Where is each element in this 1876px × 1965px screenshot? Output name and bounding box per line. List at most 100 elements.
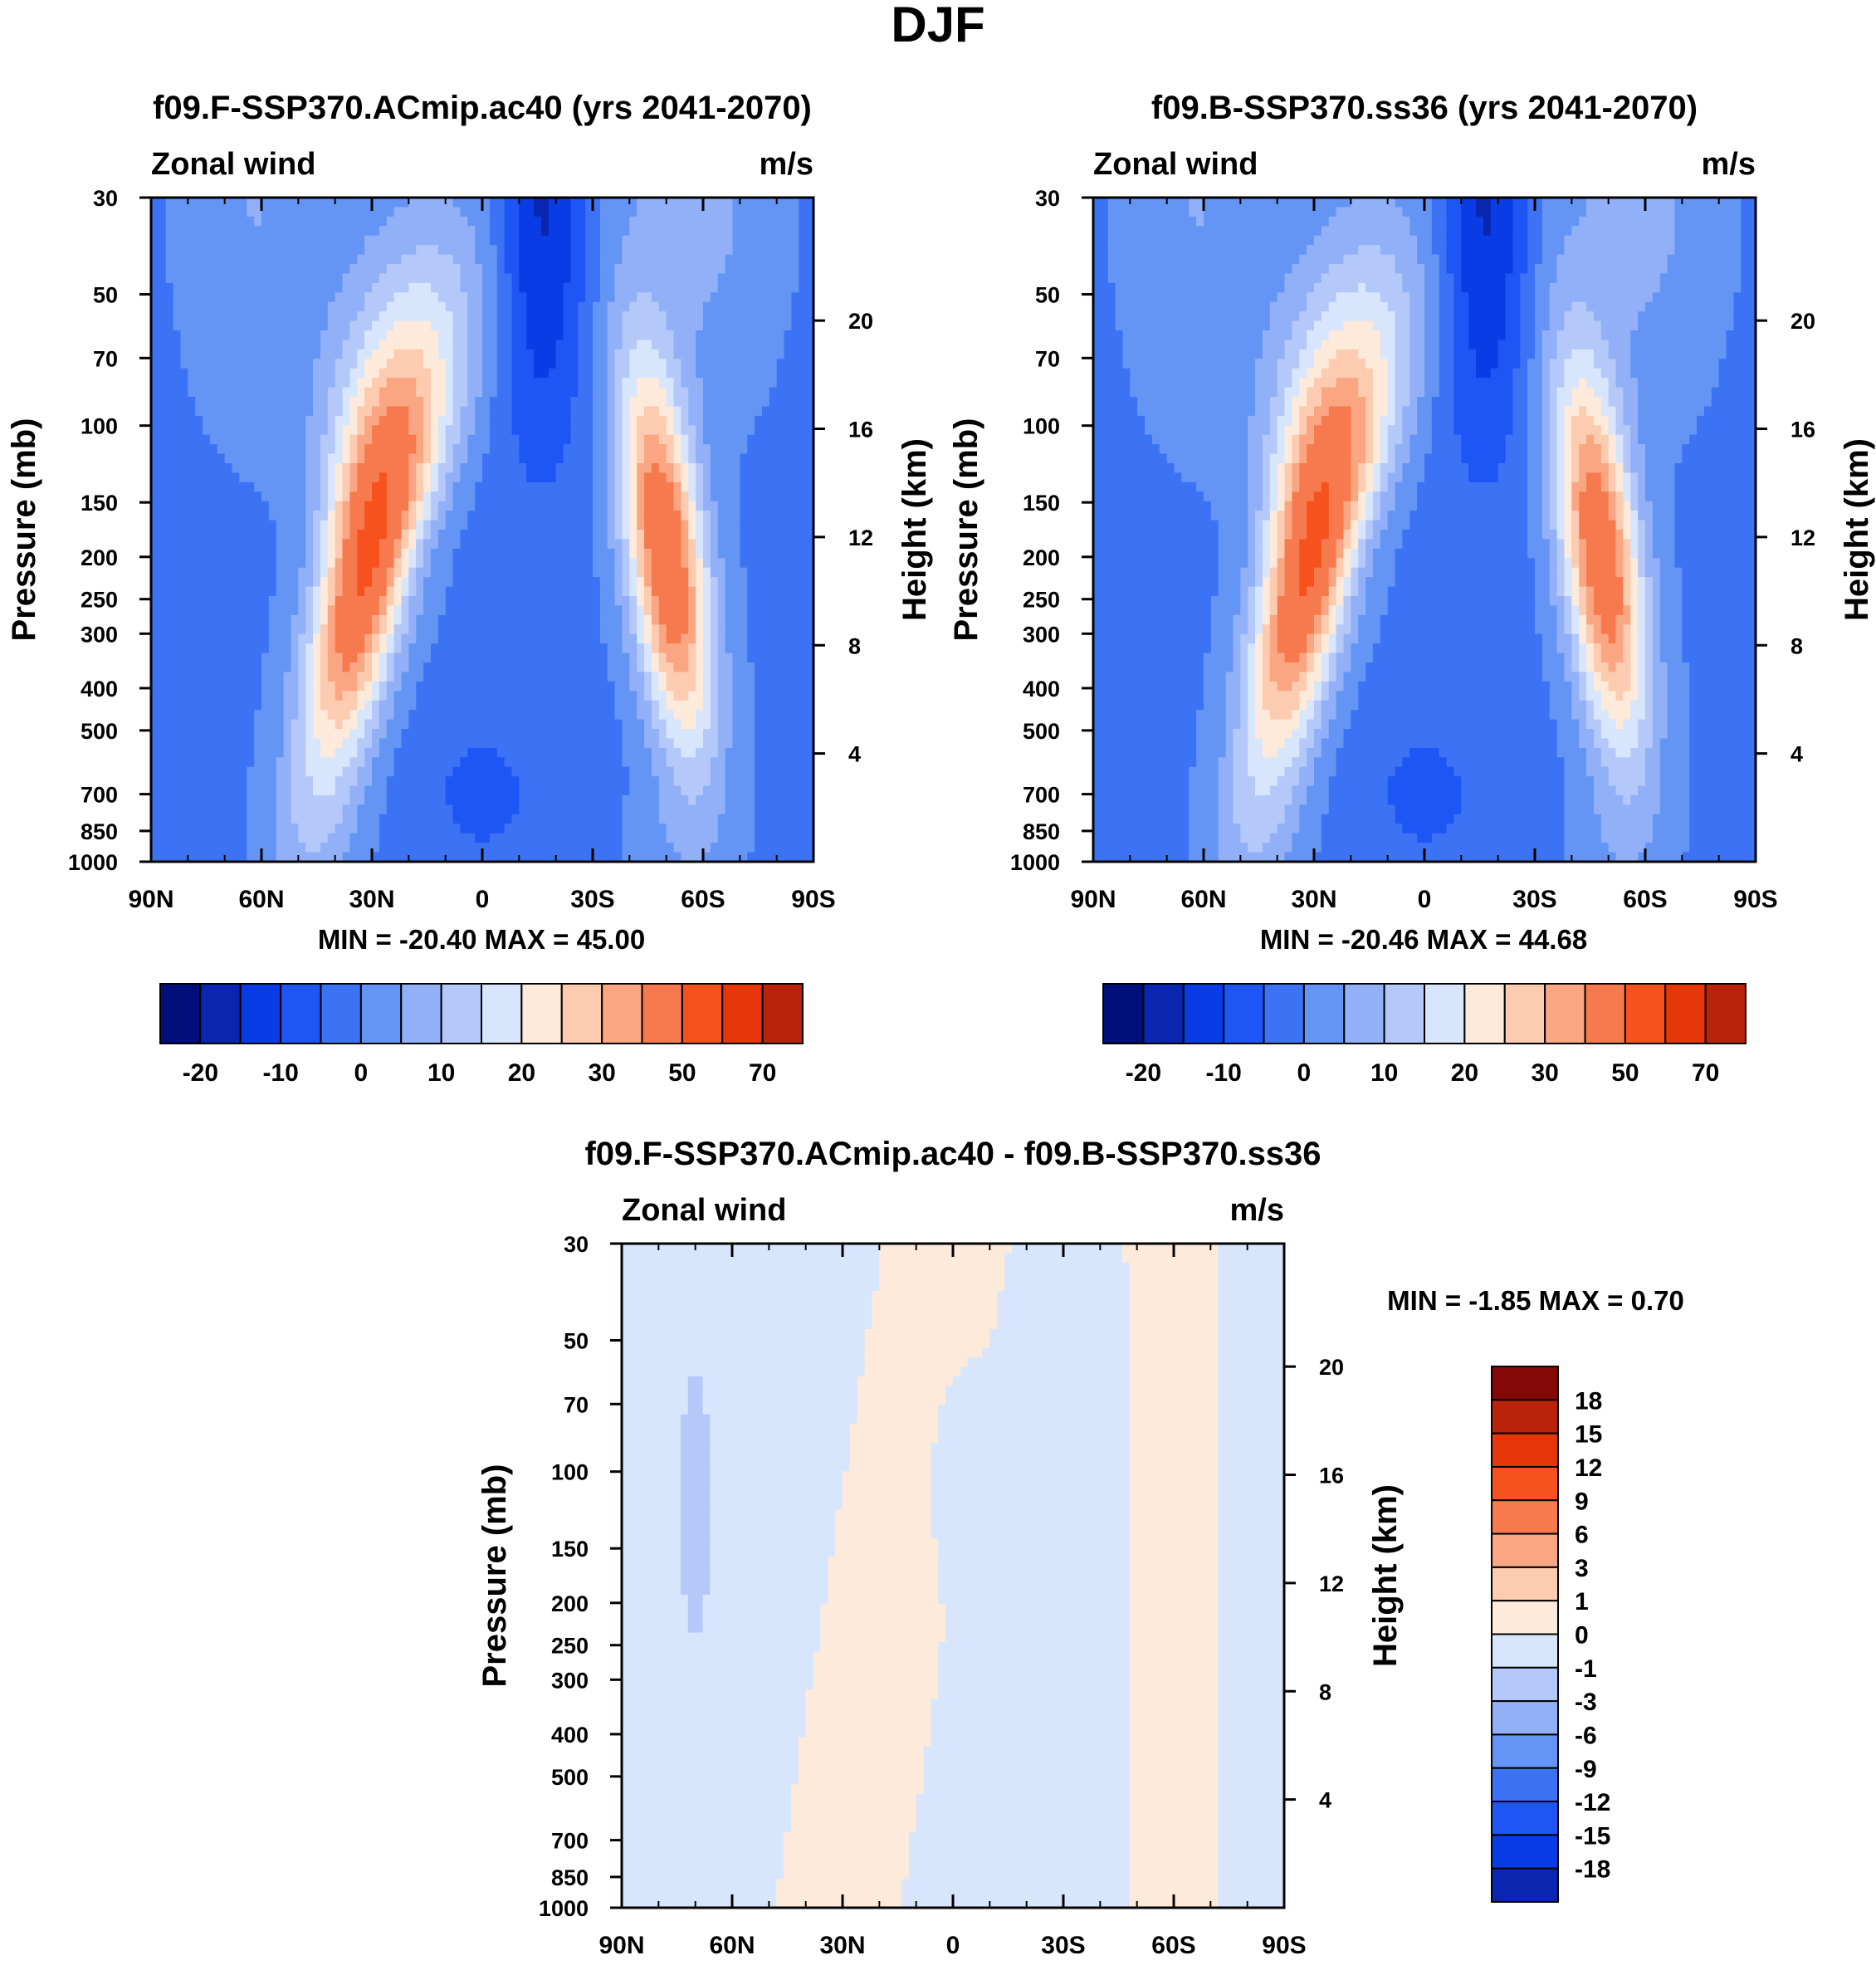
field-cell — [475, 491, 483, 502]
field-cell — [475, 320, 483, 331]
field-cell — [534, 472, 542, 483]
field-cell — [593, 434, 601, 445]
field-cell — [563, 596, 571, 607]
field-cell — [570, 216, 579, 227]
field-cell — [372, 662, 380, 673]
field-cell — [151, 681, 159, 692]
field-cell — [504, 415, 513, 426]
field-cell — [305, 633, 314, 644]
field-cell — [298, 567, 306, 578]
field-cell — [247, 558, 255, 569]
field-cell — [614, 425, 623, 436]
field-cell — [460, 216, 468, 227]
field-cell — [644, 491, 652, 502]
field-cell — [247, 719, 255, 730]
field-cell — [247, 378, 255, 389]
field-cell — [740, 264, 748, 275]
field-cell — [151, 282, 159, 293]
field-cell — [688, 558, 696, 569]
field-cell — [291, 453, 299, 464]
field-cell — [519, 434, 527, 445]
field-cell — [195, 481, 203, 492]
field-cell — [593, 691, 601, 701]
field-cell — [658, 624, 667, 635]
field-cell — [467, 520, 476, 530]
field-cell — [688, 614, 696, 625]
field-cell — [732, 624, 740, 635]
field-cell — [467, 558, 476, 569]
field-cell — [173, 425, 182, 436]
field-cell — [688, 548, 696, 559]
field-cell — [681, 643, 689, 654]
field-cell — [526, 340, 535, 350]
field-cell — [239, 349, 247, 359]
field-cell — [658, 511, 667, 521]
field-cell — [496, 292, 506, 303]
field-cell — [327, 301, 336, 312]
field-cell — [526, 662, 535, 673]
field-cell — [769, 633, 778, 644]
field-cell — [585, 434, 594, 445]
field-cell — [747, 548, 755, 559]
field-cell — [165, 330, 174, 341]
field-cell — [607, 681, 616, 692]
field-cell — [467, 245, 476, 256]
field-cell — [519, 614, 527, 625]
field-cell — [386, 586, 395, 597]
field-cell — [784, 415, 792, 426]
field-cell — [188, 245, 196, 256]
field-cell — [430, 245, 439, 256]
field-cell — [188, 481, 196, 492]
field-cell — [732, 481, 740, 492]
field-cell — [386, 662, 395, 673]
field-cell — [776, 548, 785, 559]
field-cell — [173, 406, 182, 417]
field-cell — [342, 643, 350, 654]
field-cell — [327, 207, 336, 218]
field-cell — [283, 320, 292, 331]
field-cell — [703, 425, 711, 436]
field-cell — [658, 216, 667, 227]
field-cell — [445, 311, 454, 322]
field-cell — [239, 596, 247, 607]
field-cell — [607, 444, 616, 455]
field-cell — [335, 444, 344, 455]
field-cell — [563, 216, 571, 227]
field-cell — [386, 472, 395, 483]
field-cell — [173, 320, 182, 331]
field-cell — [408, 653, 417, 663]
field-cell — [717, 605, 726, 616]
field-cell — [173, 387, 182, 398]
field-cell — [158, 558, 167, 569]
field-cell — [622, 425, 630, 436]
field-cell — [637, 463, 645, 474]
field-cell — [681, 444, 689, 455]
field-cell — [717, 406, 726, 417]
field-cell — [335, 643, 344, 654]
field-cell — [489, 491, 498, 502]
field-cell — [416, 264, 424, 275]
field-cell — [526, 453, 535, 464]
field-cell — [673, 586, 682, 597]
field-cell — [445, 349, 454, 359]
field-cell — [430, 548, 439, 559]
field-cell — [703, 481, 711, 492]
field-cell — [755, 662, 763, 673]
field-cell — [254, 434, 262, 445]
field-cell — [681, 710, 689, 721]
field-cell — [644, 320, 652, 331]
field-cell — [504, 672, 513, 682]
field-cell — [393, 672, 403, 682]
field-cell — [482, 700, 491, 711]
field-cell — [460, 453, 468, 464]
field-cell — [416, 226, 424, 237]
field-cell — [357, 320, 365, 331]
field-cell — [703, 700, 711, 711]
field-cell — [599, 530, 608, 540]
field-cell — [747, 434, 755, 445]
field-cell — [217, 359, 226, 369]
field-cell — [475, 207, 483, 218]
field-cell — [732, 387, 740, 398]
field-cell — [313, 605, 321, 616]
field-cell — [209, 463, 218, 474]
